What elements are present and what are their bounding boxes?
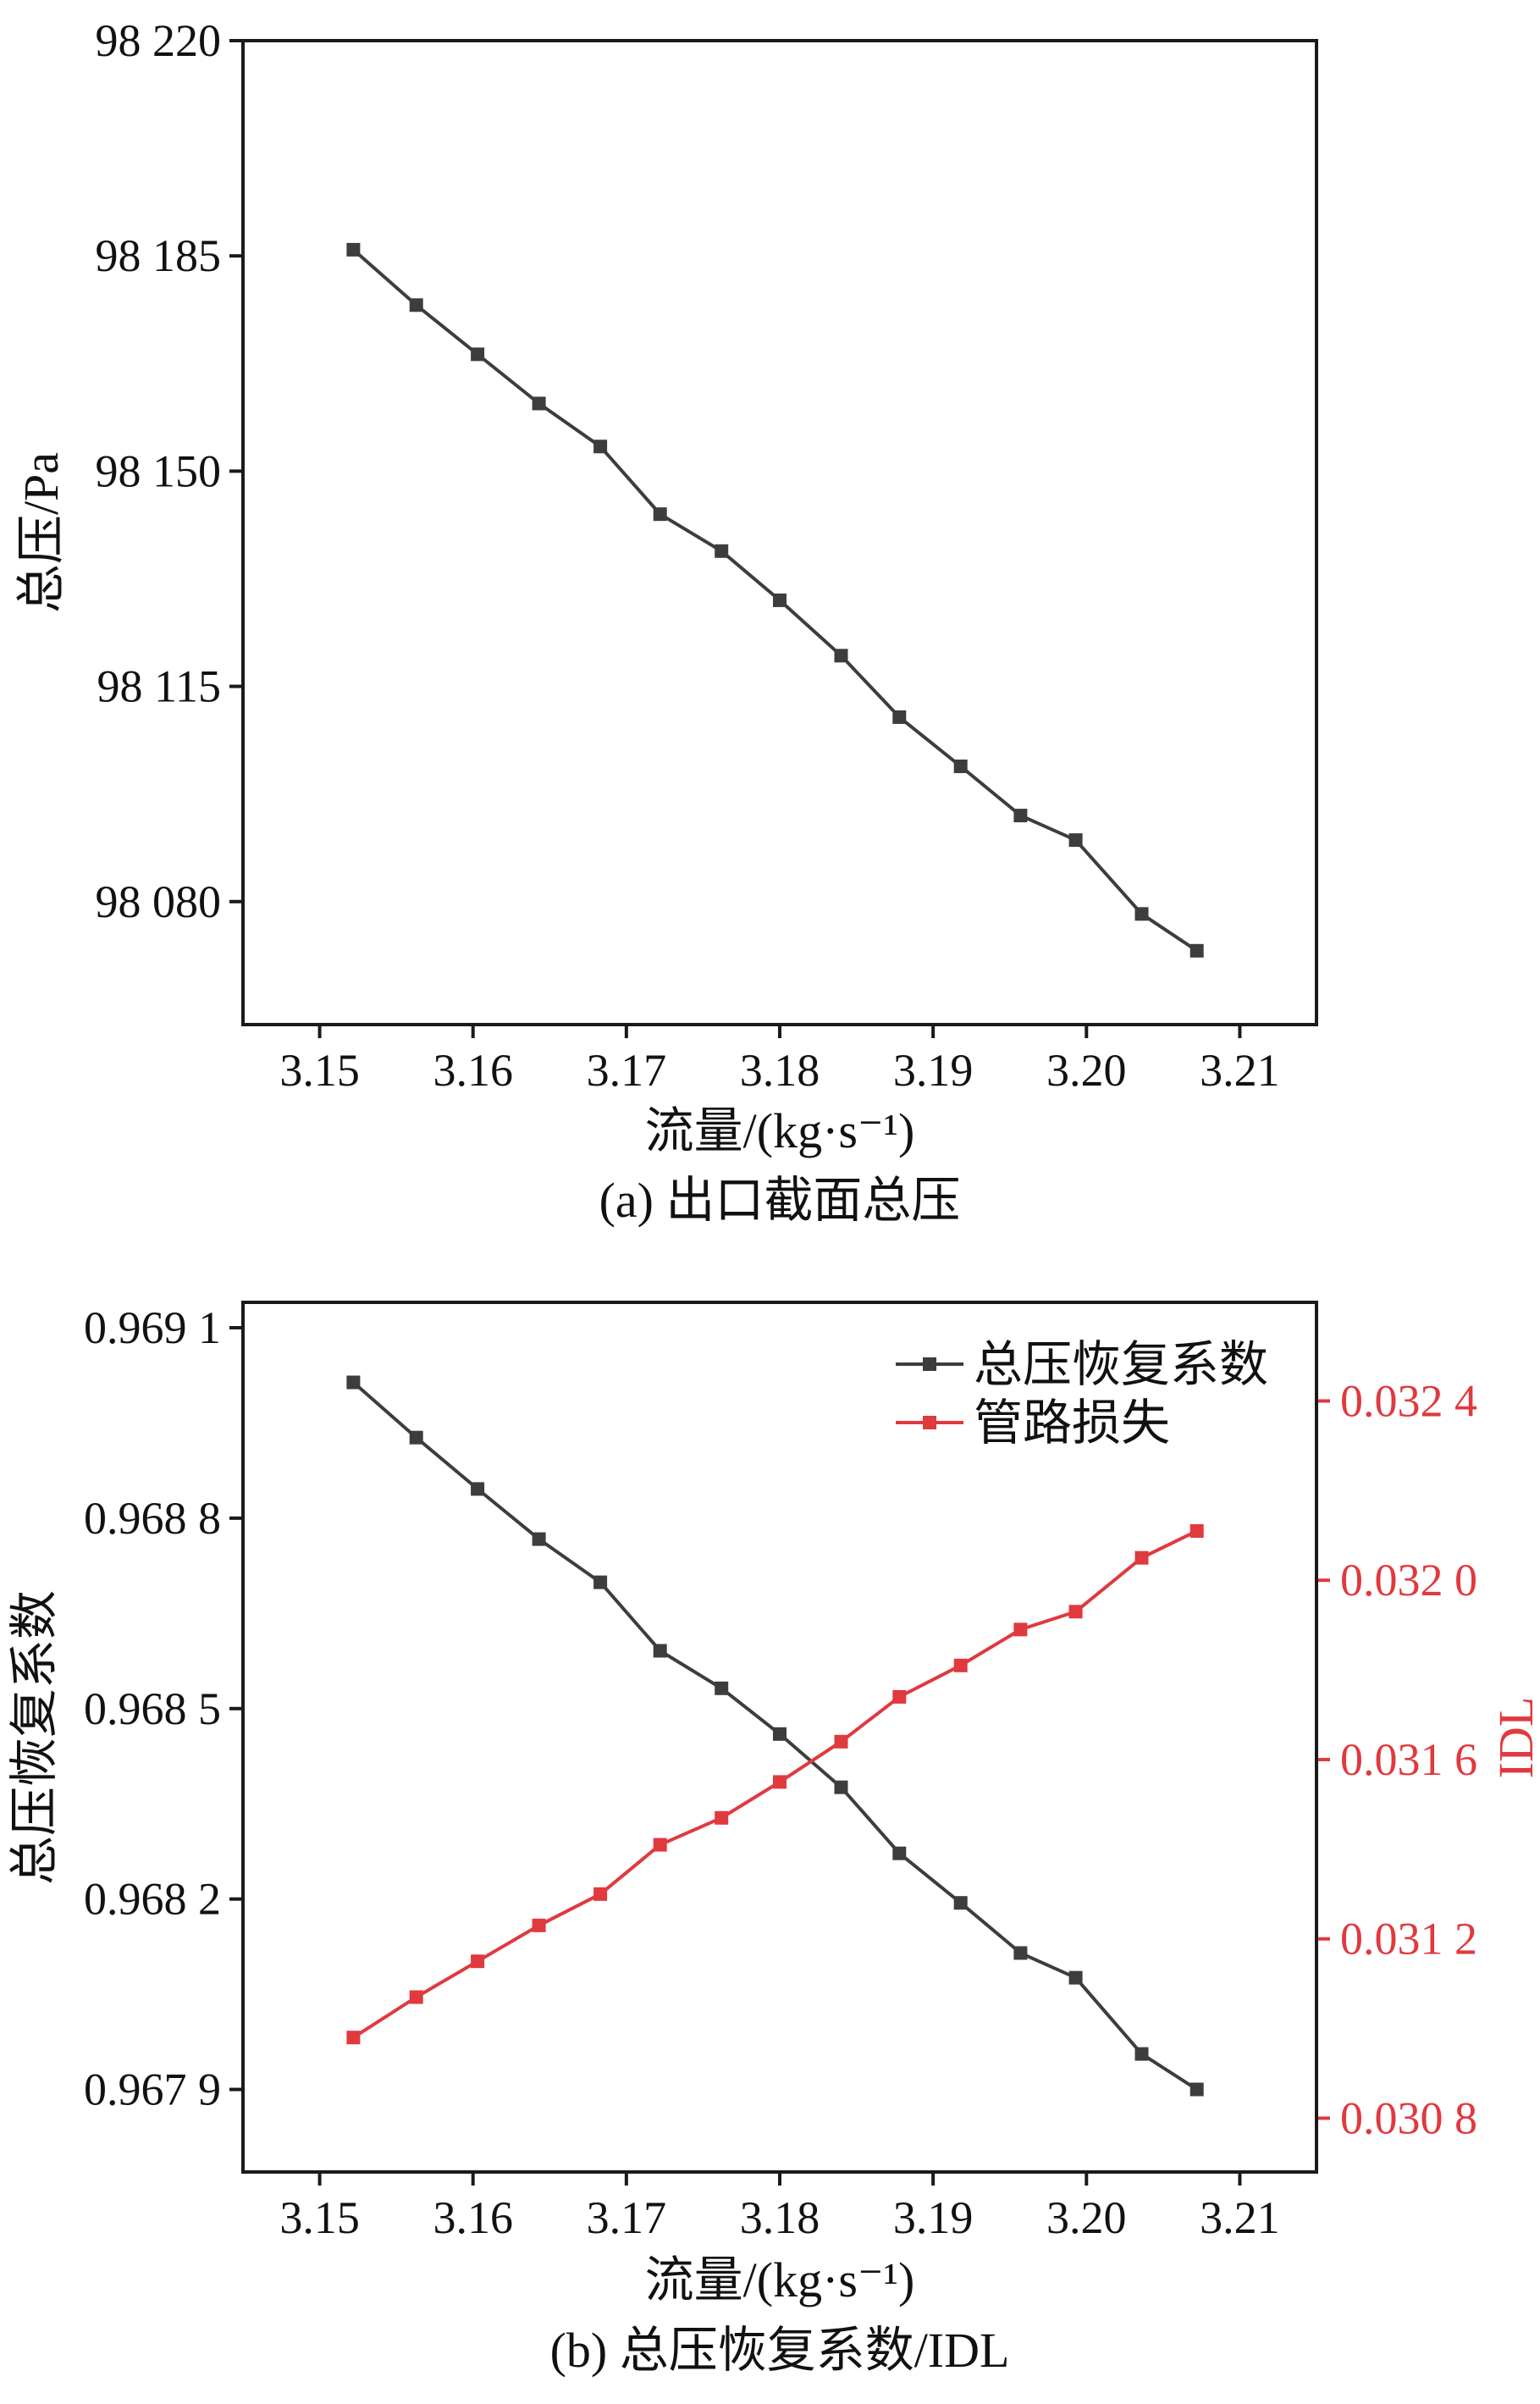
chart-b-series-1-point (471, 1482, 485, 1496)
chart-b-series-2-point (834, 1734, 848, 1749)
chart-b-ytick-label: 0.968 8 (84, 1493, 221, 1544)
chart-a-series-1-point (593, 439, 608, 454)
chart-b-series-2-point (1134, 1550, 1149, 1565)
chart-b-series-2-point (773, 1775, 787, 1789)
chart-a-xtick-label: 3.20 (1046, 1045, 1127, 1096)
chart-b-series-2-point (1068, 1605, 1083, 1619)
chart-b-series-1-point (892, 1846, 907, 1860)
chart-a-xtick-label: 3.19 (893, 1045, 974, 1096)
chart-a-series-1-point (346, 242, 361, 257)
chart-b-series-1-point (1068, 1970, 1083, 1985)
chart-b-series-2-point (409, 1990, 423, 2004)
chart-b-series-1-point (653, 1644, 667, 1658)
chart-b-xtick-label: 3.15 (279, 2192, 360, 2243)
chart-b-xlabel: 流量/(kg·s⁻¹) (645, 2252, 915, 2307)
chart-a-ytick-label: 98 185 (96, 230, 222, 281)
chart-b-plot-frame (241, 1301, 1318, 2174)
chart-a-xtick-label: 3.15 (279, 1045, 360, 1096)
chart-b-series-1-point (953, 1896, 968, 1910)
chart-a-series-1-point (1189, 943, 1204, 958)
chart-a-series-1-point (953, 760, 968, 773)
chart-a-series-1-point (1134, 907, 1149, 921)
chart-a-caption: (a) 出口截面总压 (599, 1173, 961, 1228)
chart-a-xtick-label: 3.18 (740, 1045, 820, 1096)
chart-b-series-2-point (471, 1954, 485, 1969)
chart-a-series-1-point (773, 593, 787, 607)
legend-label-series-2: 管路损失 (974, 1395, 1170, 1451)
chart-b-ytick-label: 0.968 2 (84, 1874, 221, 1925)
chart-b-y2tick-label: 0.031 6 (1340, 1734, 1477, 1785)
chart-a-xlabel: 流量/(kg·s⁻¹) (645, 1103, 915, 1158)
chart-a-ylabel: 总压/Pa (14, 452, 69, 613)
chart-b-series-1-point (773, 1727, 787, 1741)
chart-b-series-1-point (715, 1681, 729, 1695)
legend-marker-series-2 (923, 1416, 936, 1429)
legend-marker-series-1 (923, 1357, 936, 1371)
chart-a-ytick-label: 98 150 (96, 445, 222, 496)
chart-b-marks: 3.15 3.16 3.17 3.18 3.19 3.20 3.21 0.967 9 0.968… (84, 1302, 1477, 2243)
chart-a-ytick-label: 98 080 (96, 876, 222, 927)
chart-b-series-2-point (653, 1838, 667, 1852)
chart-b-ytick-label: 0.967 9 (84, 2064, 221, 2115)
chart-b-series-2-point (953, 1658, 968, 1672)
chart-b-series-1-point (834, 1780, 848, 1794)
chart-b-ytick-label: 0.968 5 (84, 1683, 221, 1734)
chart-b-series-1-point (593, 1575, 608, 1589)
chart-b-series-1-point (532, 1532, 546, 1546)
chart-b-series-1-point (1013, 1946, 1028, 1960)
chart-b-series-2-point (892, 1689, 907, 1704)
chart-b-series-2-point (1013, 1622, 1028, 1637)
chart-b-series-1-point (1134, 2047, 1149, 2061)
chart-b-ytick-label: 0.969 1 (84, 1302, 221, 1353)
chart-b-legend: 总压恢复系数 管路损失 (896, 1337, 1268, 1451)
chart-a-series-1-point (1013, 809, 1028, 823)
chart-b-series-2-point (715, 1810, 729, 1825)
chart-a-ytick-label: 98 220 (96, 15, 222, 66)
chart-a-series-1-point (409, 298, 423, 312)
chart-b-xtick-label: 3.21 (1200, 2192, 1280, 2243)
chart-b-y2tick-label: 0.032 4 (1340, 1375, 1477, 1426)
chart-a-series-1-point (892, 710, 907, 724)
chart-b-y2label: IDL (1488, 1697, 1540, 1779)
chart-b-series-2-point (346, 2031, 361, 2045)
chart-b-series-1-point (1189, 2082, 1204, 2097)
chart-b: 3.15 3.16 3.17 3.18 3.19 3.20 3.21 0.967 9 0.968… (7, 1301, 1540, 2378)
chart-b-y2tick-label: 0.030 8 (1340, 2092, 1477, 2143)
chart-b-series-2-point (1189, 1524, 1204, 1538)
chart-b-ylabel: 总压恢复系数 (7, 1590, 62, 1885)
chart-a-marks: 3.15 3.16 3.17 3.18 3.19 3.20 3.21 98 080 98 115… (96, 15, 1280, 1096)
chart-b-series-2-point (532, 1918, 546, 1932)
chart-b-y2tick-label: 0.031 2 (1340, 1914, 1477, 1965)
chart-b-xtick-label: 3.19 (893, 2192, 974, 2243)
chart-a-ytick-label: 98 115 (97, 661, 222, 712)
chart-b-xtick-label: 3.16 (433, 2192, 513, 2243)
chart-a-series-1-point (471, 347, 485, 362)
chart-b-xtick-label: 3.18 (740, 2192, 820, 2243)
legend-label-series-1: 总压恢复系数 (974, 1337, 1268, 1392)
chart-b-xtick-label: 3.17 (587, 2192, 667, 2243)
chart-b-xtick-label: 3.20 (1046, 2192, 1127, 2243)
chart-a-xtick-label: 3.16 (433, 1045, 513, 1096)
chart-a-series-1-point (715, 544, 729, 558)
chart-b-caption: (b) 总压恢复系数/IDL (550, 2323, 1010, 2378)
chart-a-plot-frame (241, 39, 1318, 1026)
chart-a-series-1-point (653, 507, 667, 522)
chart-b-y2tick-label: 0.032 0 (1340, 1555, 1477, 1605)
chart-b-series-1-point (346, 1375, 361, 1390)
chart-a-series-1-point (834, 649, 848, 663)
chart-a-xtick-label: 3.21 (1200, 1045, 1280, 1096)
chart-a-xtick-label: 3.17 (587, 1045, 667, 1096)
chart-a-series-1-point (1068, 833, 1083, 848)
chart-a: 3.15 3.16 3.17 3.18 3.19 3.20 3.21 98 080 98 115… (14, 15, 1318, 1228)
chart-b-series-1-point (409, 1430, 423, 1445)
chart-b-series-2-point (593, 1887, 608, 1901)
chart-a-series-1-point (532, 396, 546, 411)
